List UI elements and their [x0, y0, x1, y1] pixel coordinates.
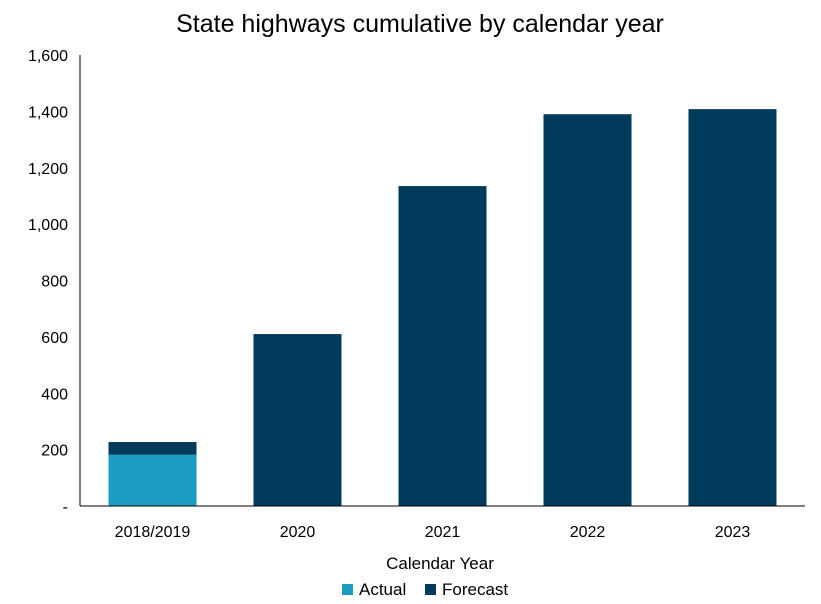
y-tick-label: 800 [41, 274, 68, 291]
x-tick-label: 2022 [570, 524, 606, 541]
chart-title: State highways cumulative by calendar ye… [176, 10, 664, 38]
y-tick-label: 400 [41, 386, 68, 403]
bar-forecast [543, 114, 632, 506]
bar-forecast [253, 334, 342, 506]
y-tick-label: 600 [41, 330, 68, 347]
x-tick-label: 2018/2019 [115, 524, 191, 541]
bar-actual [108, 454, 197, 506]
legend: Actual Forecast [342, 580, 508, 599]
y-tick-label: 1,400 [28, 104, 68, 121]
legend-swatch-actual [342, 584, 353, 595]
x-axis-title: Calendar Year [386, 554, 494, 573]
bar-forecast [398, 186, 487, 506]
y-tick-label: 1,200 [28, 161, 68, 178]
legend-label-actual: Actual [359, 580, 406, 599]
legend-swatch-forecast [425, 584, 436, 595]
bar-forecast [688, 109, 777, 507]
y-tick-label: 1,600 [28, 48, 68, 65]
x-tick-label: 2020 [280, 524, 316, 541]
y-tick-label: - [63, 499, 68, 516]
y-axis-ticks: - 200 400 600 800 1,000 1,200 1,400 1,600 [28, 48, 68, 516]
legend-label-forecast: Forecast [442, 580, 508, 599]
y-tick-label: 200 [41, 443, 68, 460]
y-tick-label: 1,000 [28, 217, 68, 234]
x-tick-label: 2023 [715, 524, 751, 541]
bar-forecast [108, 442, 197, 455]
x-tick-label: 2021 [425, 524, 461, 541]
x-axis-ticks: 2018/2019 2020 2021 2022 2023 [115, 524, 751, 541]
bars [108, 109, 777, 507]
